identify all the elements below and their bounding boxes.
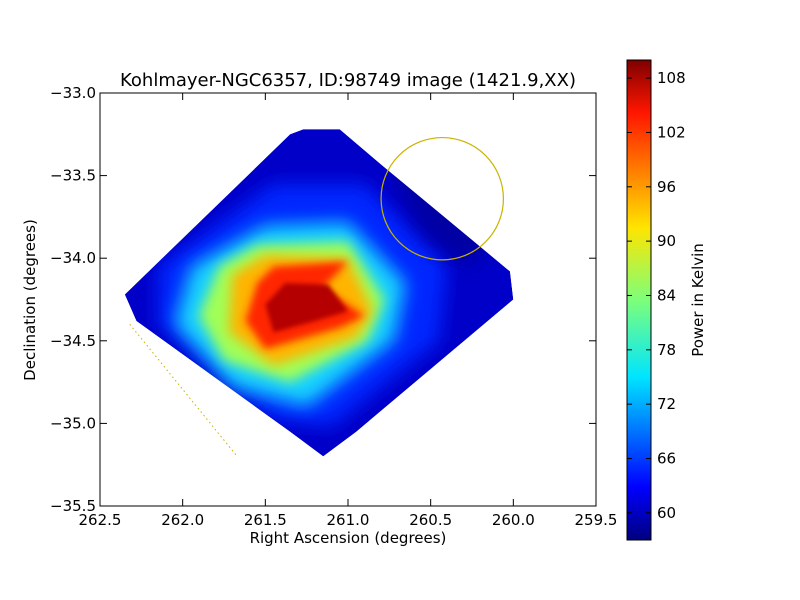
x-tick-label: 261.0: [327, 511, 370, 529]
y-axis-ticks: −33.0 −33.5 −34.0 −34.5 −35.0 −35.5: [50, 84, 596, 515]
x-tick-label: 260.0: [492, 511, 535, 529]
overlay-circle: [380, 136, 505, 261]
x-axis-label: Right Ascension (degrees): [250, 529, 447, 547]
heatmap-level-darkred: [265, 283, 348, 333]
colorbar-tick-label: 66: [657, 449, 676, 467]
colorbar-tick-label: 102: [657, 123, 686, 141]
y-tick-label: −33.5: [50, 167, 96, 185]
x-tick-label: 262.0: [161, 511, 204, 529]
y-tick-label: −34.0: [50, 249, 96, 267]
x-tick-label: 260.5: [409, 511, 452, 529]
colorbar-tick-label: 78: [657, 341, 676, 359]
colorbar-tick-label: 72: [657, 395, 676, 413]
y-tick-label: −33.0: [50, 84, 96, 102]
overlay-dotted-line: [129, 323, 238, 457]
colorbar-tick-label: 84: [657, 286, 676, 304]
colorbar-tick-label: 96: [657, 178, 676, 196]
y-tick-label: −34.5: [50, 332, 96, 350]
y-tick-label: −35.0: [50, 414, 96, 432]
chart-title: Kohlmayer-NGC6357, ID:98749 image (1421.…: [120, 70, 576, 91]
colorbar-tick-label: 108: [657, 69, 686, 87]
x-tick-label: 259.5: [575, 511, 618, 529]
colorbar-tick-label: 60: [657, 504, 676, 522]
colorbar-label: Power in Kelvin: [689, 243, 707, 357]
colorbar-ticks: 60 66 72 78 84 90 96 102 108: [627, 69, 686, 522]
x-tick-label: 262.5: [79, 511, 122, 529]
heatmap-image: [124, 129, 514, 457]
y-axis-label: Declination (degrees): [21, 219, 39, 381]
x-axis-ticks: 262.5 262.0 261.5 261.0 260.5 260.0 259.5: [79, 93, 618, 529]
x-tick-label: 261.5: [244, 511, 287, 529]
y-tick-label: −35.5: [50, 497, 96, 515]
colorbar-tick-label: 90: [657, 232, 676, 250]
colorbar: [626, 59, 652, 541]
